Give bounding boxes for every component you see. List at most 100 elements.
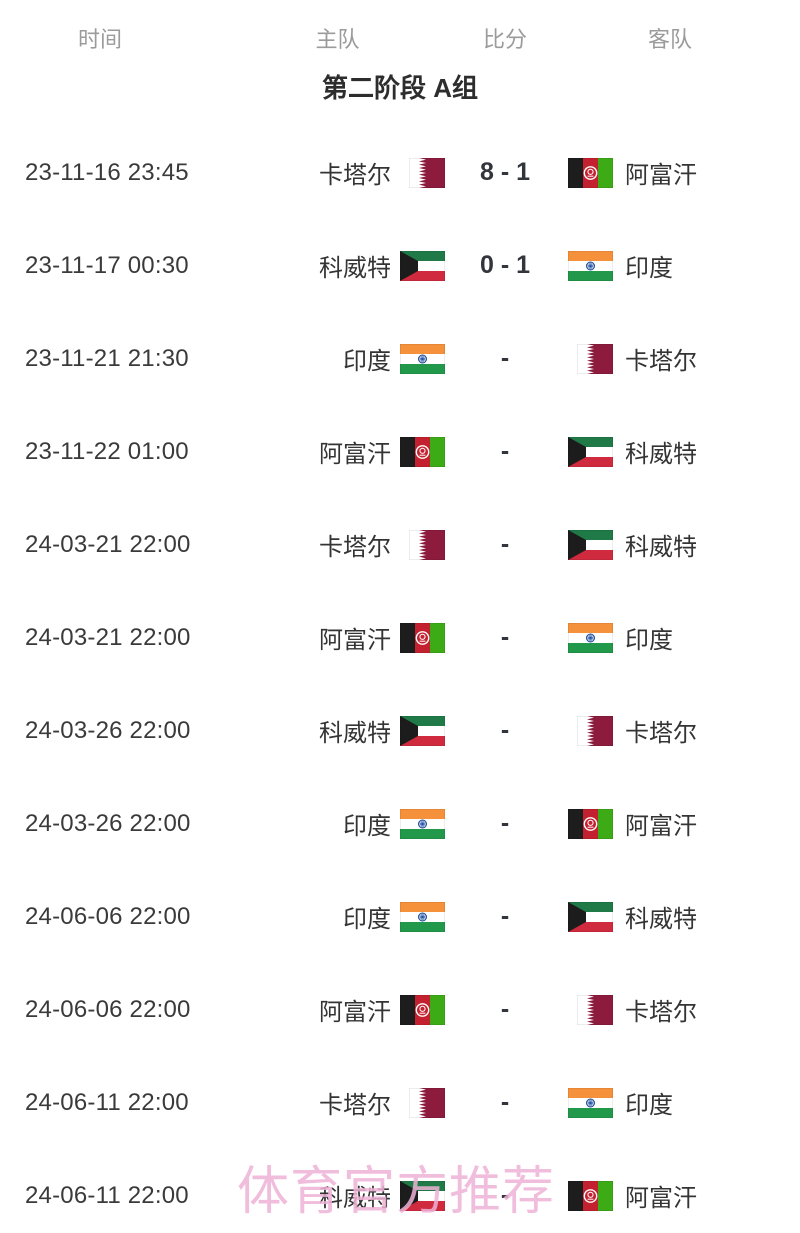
away-team: 卡塔尔 (565, 992, 800, 1027)
home-team-name: 卡塔尔 (319, 534, 391, 561)
away-team-name: 印度 (625, 1092, 673, 1119)
match-row[interactable]: 23-11-16 23:45 卡塔尔 8 - 1 阿富汗 (0, 126, 800, 219)
qatar-flag-icon (400, 1087, 445, 1118)
match-score: - (500, 344, 510, 372)
away-team-name: 印度 (625, 627, 673, 654)
qatar-flag-icon (400, 529, 445, 560)
home-team: 印度 (200, 806, 445, 841)
match-time: 24-06-11 22:00 (25, 1181, 189, 1209)
afghanistan-flag-icon (568, 157, 613, 188)
home-team: 印度 (200, 899, 445, 934)
home-team: 印度 (200, 341, 445, 376)
match-score: - (500, 1181, 510, 1209)
match-score: - (500, 809, 510, 837)
home-team-name: 印度 (343, 348, 391, 375)
column-header-home: 主队 (315, 27, 360, 52)
away-team-name: 卡塔尔 (625, 720, 697, 747)
away-team: 印度 (565, 1085, 800, 1120)
home-team: 阿富汗 (200, 992, 445, 1027)
away-team: 阿富汗 (565, 1178, 800, 1213)
match-row[interactable]: 24-06-06 22:00 阿富汗 - 卡塔尔 (0, 963, 800, 1056)
home-team: 卡塔尔 (200, 1085, 445, 1120)
away-team: 阿富汗 (565, 155, 800, 190)
match-row[interactable]: 24-06-06 22:00 印度 - 科威特 (0, 870, 800, 963)
away-team: 印度 (565, 620, 800, 655)
match-row[interactable]: 24-03-21 22:00 阿富汗 - 印度 (0, 591, 800, 684)
india-flag-icon (400, 343, 445, 374)
home-team-name: 科威特 (319, 255, 391, 282)
match-row[interactable]: 24-06-11 22:00 卡塔尔 - 印度 (0, 1056, 800, 1149)
away-team: 印度 (565, 248, 800, 283)
home-team: 科威特 (200, 1178, 445, 1213)
column-header-away: 客队 (647, 27, 692, 52)
afghanistan-flag-icon (400, 622, 445, 653)
kuwait-flag-icon (568, 529, 613, 560)
match-score: - (500, 437, 510, 465)
away-team-name: 卡塔尔 (625, 999, 697, 1026)
kuwait-flag-icon (400, 715, 445, 746)
home-team-name: 阿富汗 (319, 627, 391, 654)
home-team: 阿富汗 (200, 620, 445, 655)
qatar-flag-icon (568, 994, 613, 1025)
kuwait-flag-icon (568, 901, 613, 932)
match-time: 24-06-11 22:00 (25, 1088, 189, 1116)
match-time: 23-11-16 23:45 (25, 158, 189, 186)
home-team-name: 卡塔尔 (319, 162, 391, 189)
match-row[interactable]: 23-11-17 00:30 科威特 0 - 1 印度 (0, 219, 800, 312)
match-time: 24-03-21 22:00 (25, 623, 191, 651)
home-team: 阿富汗 (200, 434, 445, 469)
qatar-flag-icon (568, 715, 613, 746)
match-row[interactable]: 23-11-21 21:30 印度 - 卡塔尔 (0, 312, 800, 405)
away-team-name: 阿富汗 (625, 1185, 697, 1212)
match-time: 23-11-22 01:00 (25, 437, 189, 465)
home-team: 科威特 (200, 248, 445, 283)
away-team-name: 科威特 (625, 441, 697, 468)
match-row[interactable]: 24-03-26 22:00 印度 - 阿富汗 (0, 777, 800, 870)
away-team: 科威特 (565, 527, 800, 562)
match-time: 23-11-21 21:30 (25, 344, 189, 372)
away-team-name: 阿富汗 (625, 813, 697, 840)
match-score: 8 - 1 (479, 158, 531, 186)
home-team-name: 科威特 (319, 1185, 391, 1212)
match-score: - (500, 623, 510, 651)
match-row[interactable]: 24-03-21 22:00 卡塔尔 - 科威特 (0, 498, 800, 591)
match-row[interactable]: 23-11-22 01:00 阿富汗 - 科威特 (0, 405, 800, 498)
match-score: - (500, 1088, 510, 1116)
away-team: 科威特 (565, 434, 800, 469)
match-row[interactable]: 24-06-11 22:00 科威特 - 阿富汗 (0, 1149, 800, 1233)
qatar-flag-icon (400, 157, 445, 188)
match-score: - (500, 530, 510, 558)
afghanistan-flag-icon (400, 436, 445, 467)
away-team-name: 科威特 (625, 534, 697, 561)
india-flag-icon (568, 1087, 613, 1118)
home-team-name: 阿富汗 (319, 441, 391, 468)
match-time: 24-03-21 22:00 (25, 530, 191, 558)
match-row[interactable]: 24-03-26 22:00 科威特 - 卡塔尔 (0, 684, 800, 777)
afghanistan-flag-icon (400, 994, 445, 1025)
table-header: 时间 主队 比分 客队 (0, 0, 800, 76)
match-score: - (500, 995, 510, 1023)
column-header-score: 比分 (482, 27, 527, 52)
away-team-name: 科威特 (625, 906, 697, 933)
home-team: 卡塔尔 (200, 155, 445, 190)
match-time: 23-11-17 00:30 (25, 251, 189, 279)
match-time: 24-06-06 22:00 (25, 902, 191, 930)
home-team-name: 科威特 (319, 720, 391, 747)
kuwait-flag-icon (400, 250, 445, 281)
home-team-name: 卡塔尔 (319, 1092, 391, 1119)
india-flag-icon (568, 250, 613, 281)
column-header-time: 时间 (77, 27, 122, 52)
match-time: 24-03-26 22:00 (25, 809, 191, 837)
kuwait-flag-icon (400, 1180, 445, 1211)
match-time: 24-03-26 22:00 (25, 716, 191, 744)
qatar-flag-icon (568, 343, 613, 374)
home-team: 科威特 (200, 713, 445, 748)
away-team: 阿富汗 (565, 806, 800, 841)
away-team-name: 阿富汗 (625, 162, 697, 189)
group-title: 第二阶段 A组 (321, 73, 478, 103)
india-flag-icon (568, 622, 613, 653)
away-team: 卡塔尔 (565, 341, 800, 376)
home-team-name: 印度 (343, 813, 391, 840)
home-team-name: 印度 (343, 906, 391, 933)
